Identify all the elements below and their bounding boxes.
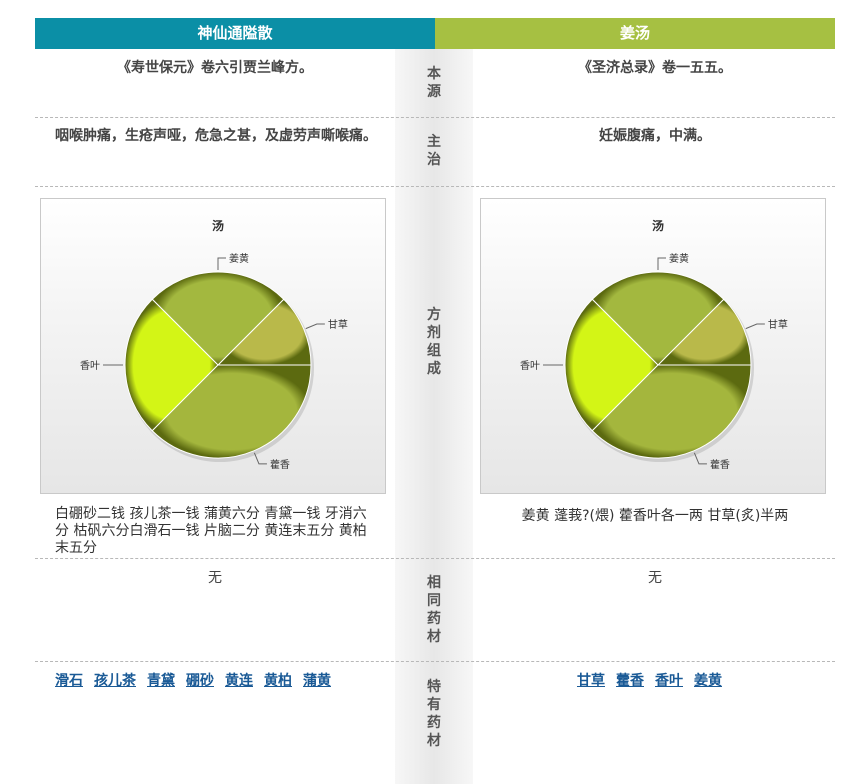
left-common-herbs: 无 — [208, 570, 222, 586]
label-composition: 方 剂 组 成 — [395, 306, 473, 378]
label-unique-herbs: 特 有 药 材 — [395, 678, 473, 750]
label-char: 相 — [427, 575, 441, 591]
left-unique-herbs: 滑石 孩儿茶 青黛 硼砂 黄连 黄柏 蒲黄 — [55, 673, 395, 690]
right-source: 《圣济总录》卷一五五。 — [578, 60, 732, 76]
pie-slice — [216, 298, 312, 366]
herb-link[interactable]: 孩儿茶 — [94, 673, 136, 689]
label-char: 有 — [427, 697, 441, 713]
left-source: 《寿世保元》卷六引贾兰峰方。 — [117, 60, 313, 76]
row-divider — [35, 186, 835, 187]
pie-leader-line — [253, 452, 267, 465]
pie-label: 甘草 — [768, 318, 788, 331]
pie-slice — [656, 298, 752, 366]
right-common-herbs: 无 — [648, 570, 662, 586]
label-char: 药 — [427, 715, 441, 731]
pie-leader-line — [745, 323, 765, 330]
label-common-herbs: 相 同 药 材 — [395, 574, 473, 646]
label-indication: 主 治 — [395, 133, 473, 169]
label-char: 组 — [427, 343, 441, 359]
chart-title: 汤 — [652, 219, 664, 233]
label-char: 药 — [427, 611, 441, 627]
left-pie-chart: 汤甘草 姜黄香叶藿香 — [40, 198, 386, 494]
pie-label: 香叶 — [520, 360, 540, 372]
label-char: 源 — [427, 84, 441, 100]
right-formula-title: 姜汤 — [435, 18, 835, 49]
chart-title: 汤 — [212, 219, 224, 233]
pie-slice — [151, 364, 312, 459]
herb-link[interactable]: 蒲黄 — [303, 673, 331, 689]
pie-label: 姜黄 — [229, 252, 249, 265]
herb-link[interactable]: 滑石 — [55, 673, 83, 689]
label-char: 特 — [427, 679, 441, 695]
pie-leader-line — [657, 257, 666, 270]
row-divider — [35, 558, 835, 559]
pie-label: 藿香 — [270, 458, 290, 471]
herb-link[interactable]: 姜黄 — [694, 673, 722, 689]
right-pie-chart: 汤甘草 姜黄香叶藿香 — [480, 198, 826, 494]
label-char: 方 — [427, 307, 441, 323]
pie-slice — [151, 271, 285, 366]
herb-link[interactable]: 黄柏 — [264, 673, 292, 689]
label-char: 同 — [427, 593, 441, 609]
label-char: 成 — [427, 361, 441, 377]
left-indication: 咽喉肿痛，生疮声哑，危急之甚，及虚劳声嘶喉痛。 — [55, 128, 377, 144]
herb-link[interactable]: 甘草 — [577, 673, 605, 689]
right-composition: 姜黄 蓬莪?(煨) 藿香叶各一两 甘草(炙)半两 — [521, 508, 789, 524]
right-indication: 妊娠腹痛，中满。 — [599, 128, 711, 144]
label-char: 材 — [427, 733, 441, 749]
pie-leader-line — [217, 257, 226, 270]
herb-link[interactable]: 香叶 — [655, 673, 683, 689]
right-unique-herbs: 甘草 藿香 香叶 姜黄 — [475, 673, 835, 690]
row-divider — [35, 117, 835, 118]
pie-slice — [564, 298, 659, 432]
label-char: 剂 — [427, 325, 441, 341]
label-char: 治 — [427, 152, 441, 168]
label-source: 本 源 — [395, 65, 473, 101]
pie-slice — [591, 271, 725, 366]
herb-link[interactable]: 青黛 — [147, 673, 175, 689]
label-char: 本 — [427, 66, 441, 82]
pie-leader-line — [693, 452, 707, 465]
label-char: 材 — [427, 629, 441, 645]
left-composition: 白硼砂二钱 孩儿茶一钱 蒲黄六分 青黛一钱 牙消六分 枯矾六分白滑石一钱 片脑二… — [55, 506, 367, 556]
pie-slice — [591, 364, 752, 459]
herb-link[interactable]: 黄连 — [225, 673, 253, 689]
left-formula-title: 神仙通隘散 — [35, 18, 435, 49]
row-divider — [35, 661, 835, 662]
pie-label: 姜黄 — [669, 252, 689, 265]
herb-link[interactable]: 硼砂 — [186, 673, 214, 689]
pie-leader-line — [305, 323, 325, 330]
pie-slice — [124, 298, 219, 432]
pie-label: 藿香 — [710, 458, 730, 471]
herb-link[interactable]: 藿香 — [616, 673, 644, 689]
label-char: 主 — [427, 134, 441, 150]
pie-label: 甘草 — [328, 318, 348, 331]
pie-label: 香叶 — [80, 360, 100, 372]
